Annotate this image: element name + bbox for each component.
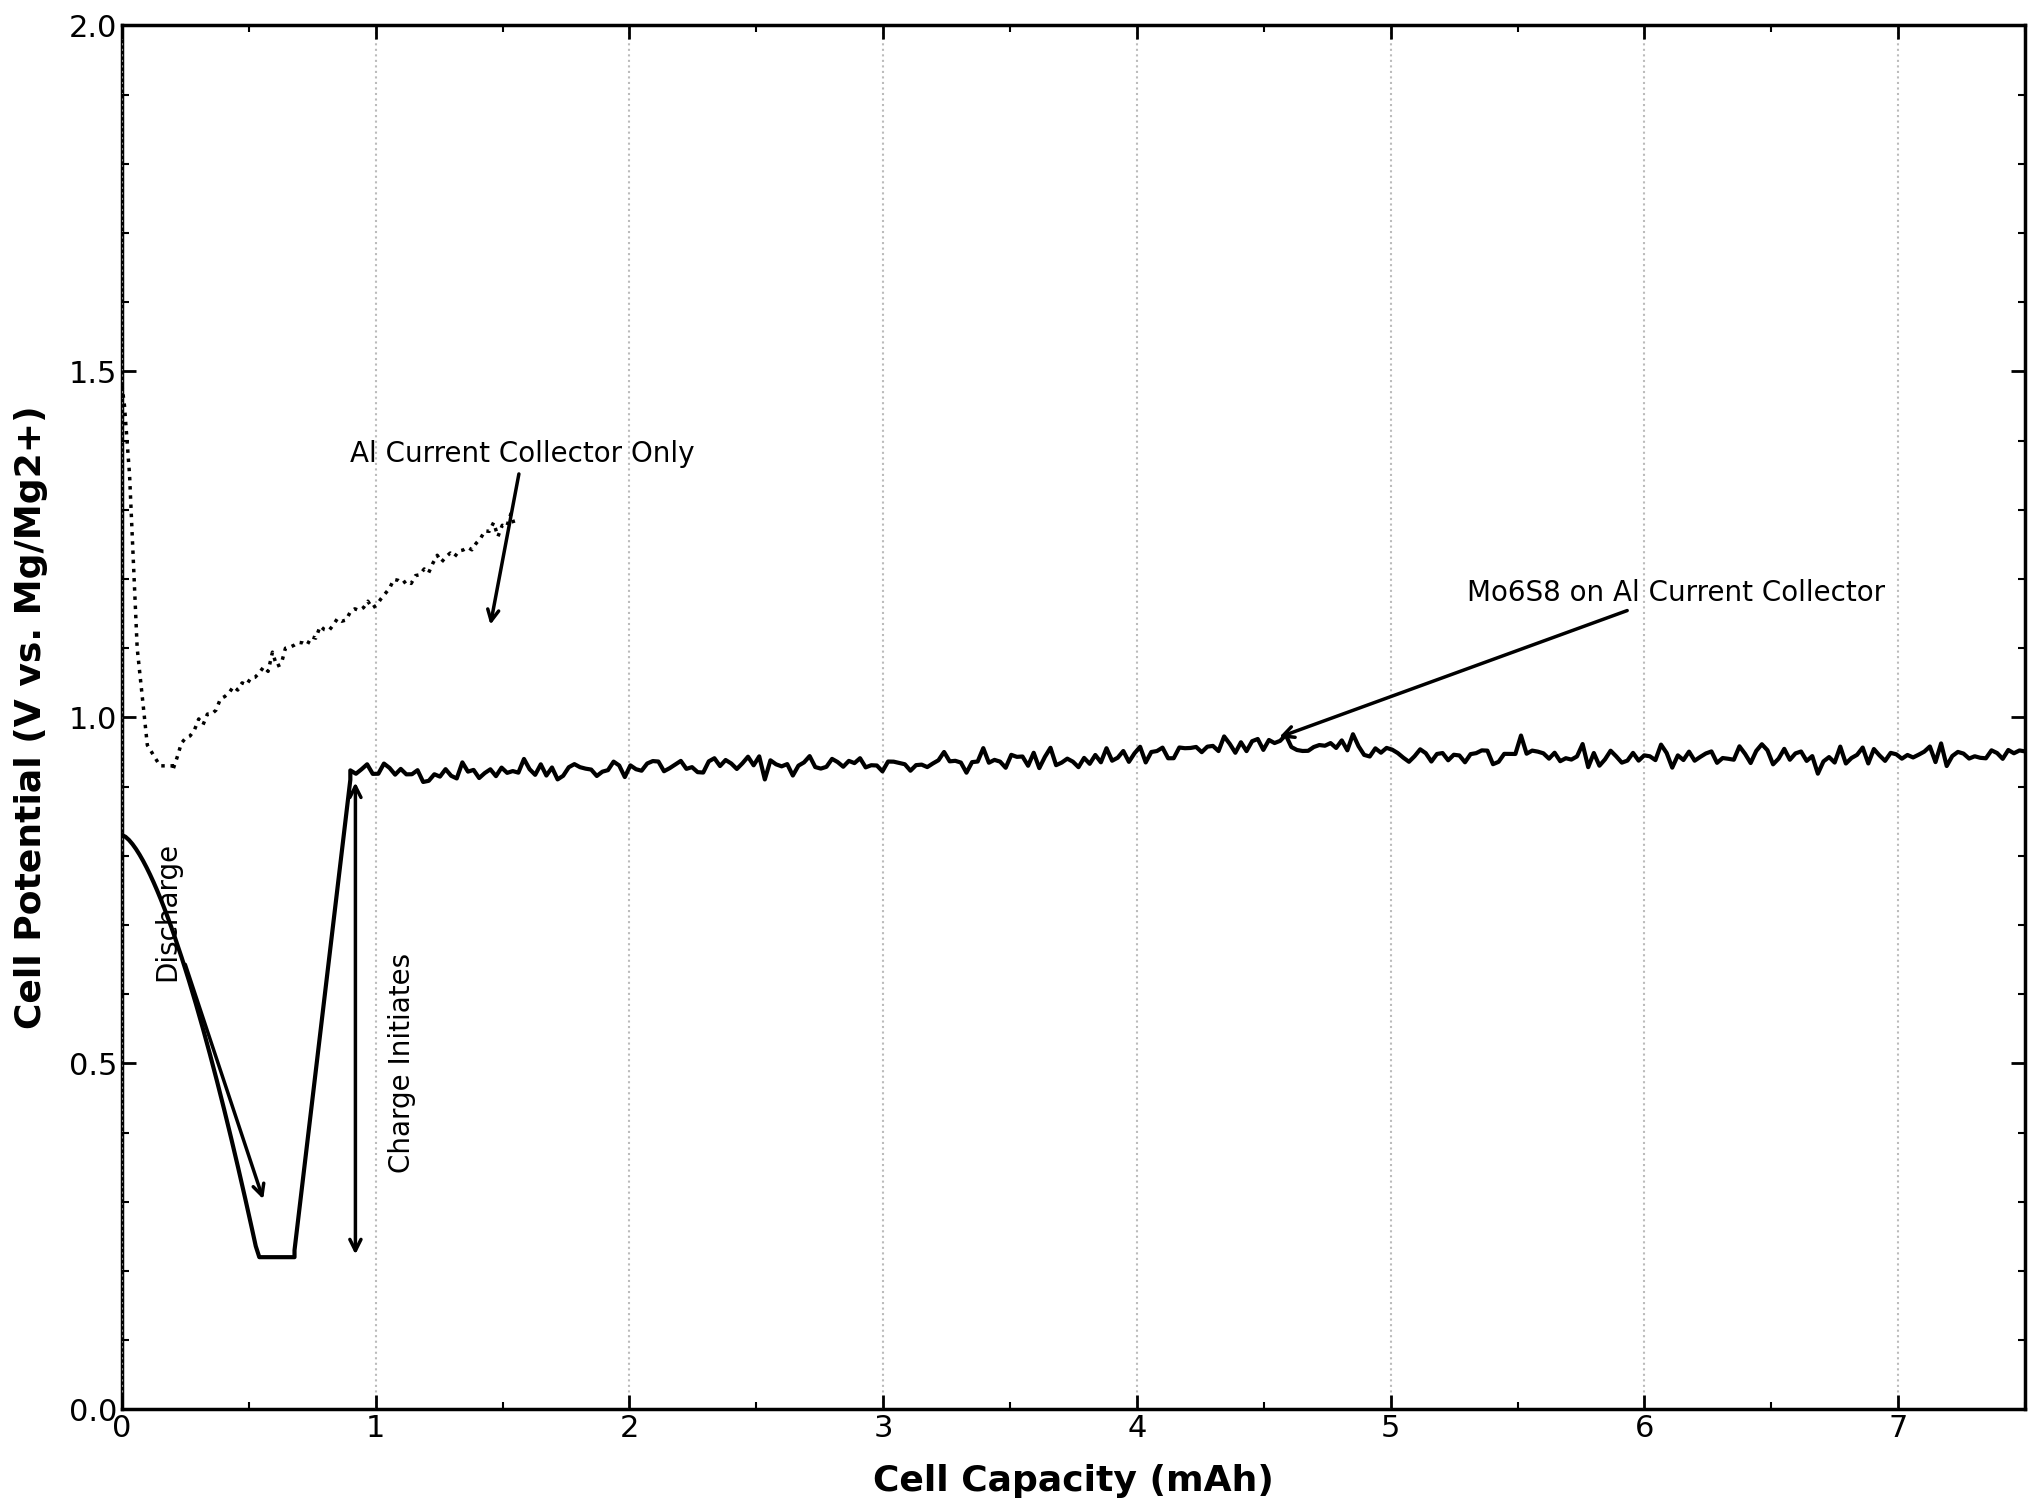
Text: Al Current Collector Only: Al Current Collector Only bbox=[351, 440, 695, 621]
Text: Discharge: Discharge bbox=[153, 842, 263, 1196]
Text: Charge Initiates: Charge Initiates bbox=[387, 954, 416, 1173]
Y-axis label: Cell Potential (V vs. Mg/Mg2+): Cell Potential (V vs. Mg/Mg2+) bbox=[14, 405, 47, 1030]
X-axis label: Cell Capacity (mAh): Cell Capacity (mAh) bbox=[873, 1464, 1274, 1498]
Text: Mo6S8 on Al Current Collector: Mo6S8 on Al Current Collector bbox=[1283, 579, 1884, 738]
